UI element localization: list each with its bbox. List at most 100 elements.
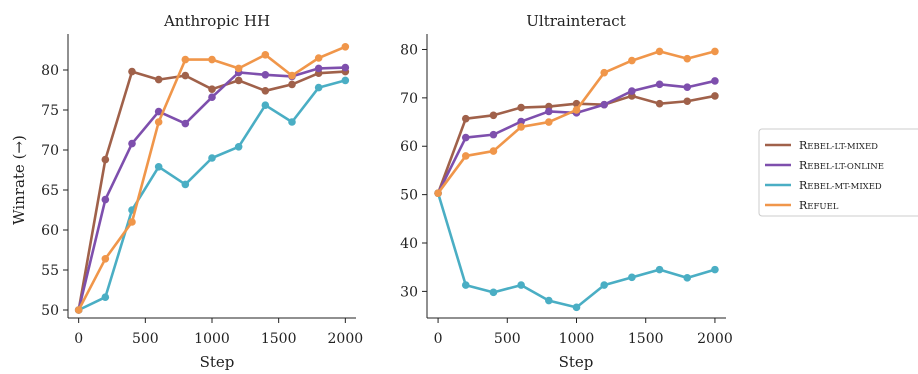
data-point-rebel-lt-mixed [128, 67, 136, 76]
data-point-refuel [600, 68, 608, 77]
x-tick-label: 500 [132, 331, 159, 347]
data-point-rebel-lt-mixed [101, 155, 110, 164]
x-axis-label: Step [200, 353, 235, 371]
y-tick-label: 30 [400, 284, 418, 300]
series-line-rebel-lt-online [436, 79, 717, 195]
legend-label: REBEL-LT-MIXED [799, 139, 878, 152]
data-point-refuel [154, 118, 163, 126]
data-point-refuel [572, 106, 581, 114]
data-point-rebel-mt-mixed [101, 293, 110, 302]
data-point-refuel [74, 306, 83, 314]
legend: REBEL-LT-MIXED REBEL-LT-ONLINE REBEL-MT-MI… [758, 128, 918, 217]
y-tick-label: 40 [400, 236, 418, 252]
data-point-rebel-lt-online [181, 119, 190, 128]
data-point-rebel-lt-mixed [261, 87, 270, 95]
data-point-rebel-lt-online [341, 63, 350, 72]
data-point-rebel-mt-mixed [181, 180, 190, 189]
data-point-rebel-mt-mixed [489, 288, 498, 297]
data-point-rebel-lt-mixed [288, 80, 296, 89]
data-point-rebel-lt-mixed [517, 103, 525, 112]
data-point-rebel-mt-mixed [461, 281, 470, 289]
data-point-rebel-mt-mixed [655, 265, 664, 274]
x-tick-label: 1500 [628, 331, 664, 347]
x-tick-label: 1500 [261, 331, 297, 347]
y-tick-label: 80 [400, 42, 418, 58]
legend-label: REBEL-LT-ONLINE [799, 159, 884, 172]
data-point-rebel-lt-online [600, 100, 608, 109]
data-point-refuel [628, 56, 636, 65]
data-point-rebel-lt-online [628, 87, 636, 95]
data-point-rebel-lt-online [545, 107, 553, 116]
data-point-rebel-lt-mixed [181, 71, 190, 80]
y-tick-label: 80 [41, 63, 59, 79]
data-point-rebel-mt-mixed [314, 83, 323, 92]
data-point-rebel-lt-online [655, 80, 664, 89]
data-point-rebel-lt-mixed [489, 111, 498, 120]
data-point-rebel-mt-mixed [545, 296, 553, 305]
data-point-rebel-lt-mixed [655, 99, 664, 108]
data-point-refuel [314, 54, 323, 62]
series-line-rebel-mt-mixed [436, 191, 717, 309]
y-axis-label: Winrate (→) [10, 135, 28, 225]
data-point-rebel-lt-online [261, 71, 270, 79]
data-point-refuel [341, 43, 350, 51]
data-point-rebel-mt-mixed [683, 274, 692, 282]
data-point-rebel-mt-mixed [208, 154, 216, 162]
data-point-refuel [655, 47, 664, 56]
data-point-refuel [545, 118, 553, 126]
chart-title: Ultrainteract [526, 12, 626, 30]
data-point-refuel [261, 51, 270, 59]
data-point-refuel [461, 152, 470, 160]
data-point-rebel-lt-online [489, 130, 498, 139]
data-point-refuel [208, 55, 216, 64]
data-point-rebel-lt-mixed [461, 114, 470, 123]
data-point-refuel [489, 147, 498, 155]
data-point-rebel-mt-mixed [628, 273, 636, 282]
data-point-rebel-mt-mixed [154, 163, 163, 171]
data-point-rebel-mt-mixed [572, 303, 581, 312]
data-point-rebel-mt-mixed [600, 281, 608, 289]
y-tick-label: 60 [400, 139, 418, 155]
series-line-refuel [436, 50, 717, 195]
data-point-rebel-lt-mixed [154, 75, 163, 84]
x-axis-label: Step [559, 353, 594, 371]
data-point-refuel [101, 254, 110, 263]
y-tick-label: 70 [400, 91, 418, 107]
data-point-refuel [181, 55, 190, 64]
legend-label: REFUEL [799, 199, 839, 212]
x-tick-label: 500 [494, 331, 521, 347]
x-tick-label: 1000 [559, 331, 595, 347]
data-point-rebel-mt-mixed [517, 281, 525, 289]
y-tick-label: 65 [41, 183, 59, 199]
y-tick-label: 75 [41, 103, 59, 119]
data-point-rebel-lt-online [461, 133, 470, 142]
data-point-refuel [517, 123, 525, 131]
chart-title: Anthropic HH [163, 12, 270, 30]
data-point-rebel-lt-online [711, 77, 719, 85]
data-point-rebel-mt-mixed [711, 265, 719, 274]
data-point-refuel [434, 189, 442, 197]
data-point-rebel-lt-online [128, 139, 136, 148]
x-tick-label: 0 [434, 331, 443, 347]
data-point-refuel [288, 71, 296, 80]
data-point-rebel-mt-mixed [288, 118, 296, 126]
x-tick-label: 2000 [328, 331, 364, 347]
data-point-refuel [128, 218, 136, 226]
data-point-rebel-lt-online [683, 83, 692, 92]
data-point-rebel-lt-mixed [208, 85, 216, 93]
x-tick-label: 2000 [697, 331, 733, 347]
series-line-rebel-lt-mixed [77, 70, 347, 312]
data-point-rebel-lt-mixed [234, 76, 243, 85]
data-point-rebel-lt-mixed [711, 92, 719, 100]
legend-frame [758, 128, 918, 217]
data-point-rebel-mt-mixed [261, 101, 270, 109]
y-tick-label: 50 [41, 303, 59, 319]
x-tick-label: 1000 [194, 331, 230, 347]
x-tick-label: 0 [74, 331, 83, 347]
data-point-rebel-lt-online [208, 93, 216, 101]
data-point-rebel-mt-mixed [341, 76, 350, 85]
panel-anthropic-hh: Anthropic HH Winrate (→) Step 50 55 60 65 70… [10, 12, 363, 371]
data-point-rebel-lt-online [101, 195, 110, 204]
data-point-rebel-lt-online [154, 107, 163, 116]
